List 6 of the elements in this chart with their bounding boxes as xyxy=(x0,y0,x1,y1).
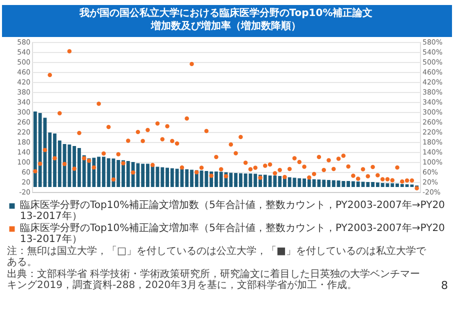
legend-label: 臨床医学分野のTop10%補正論文増加数（5年合計値，整数カウント，PY2003-2007年→PY2013-2017年） xyxy=(20,199,445,222)
text: 注：無印は国立大学，「□」を付しているのは公立大学，「■」を付しているのは私立大学である。 xyxy=(7,245,427,268)
text: 8 xyxy=(441,279,448,292)
source-note: 出典：文部科学省 科学技術・学術政策研究所，研究論文に着目した日英独の大学ベンチマーキング2019，調査資料-288，2020年3月を基に，文部科学省が加工・作成。 xyxy=(7,268,420,291)
legend-label: 臨床医学分野のTop10%補正論文増加率（5年合計値，整数カウント，PY2003-2007年→PY2013-2017年） xyxy=(20,222,445,245)
chart-title: 我が国の国公私立大学における臨床医学分野のTop10%補正論文増加数及び増加率（増加数降順） xyxy=(78,7,373,32)
